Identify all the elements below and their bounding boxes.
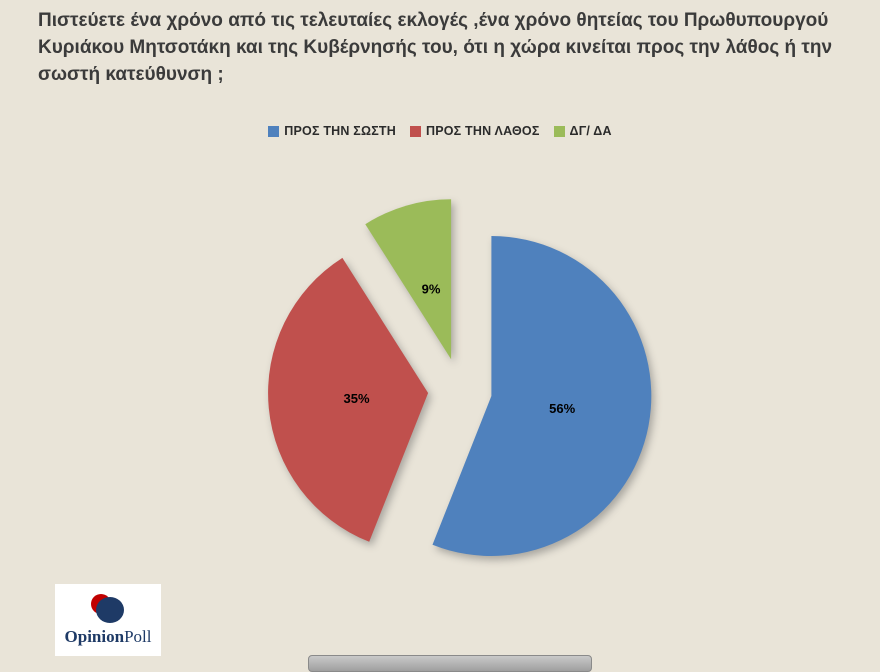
logo-text-poll: Poll (124, 627, 152, 646)
legend-swatch-green-icon (553, 125, 565, 137)
opinionpoll-logo: OpinionPoll (55, 584, 161, 656)
pie-slice-value-label-1: 56% (549, 401, 575, 416)
pie-slice-3 (365, 199, 452, 360)
pie-slice-value-label-2: 35% (343, 391, 369, 406)
pie-slice-value-label-3: 9% (422, 282, 441, 297)
opinionpoll-logo-icon (91, 594, 124, 623)
legend-label-right-direction: ΠΡΟΣ ΤΗΝ ΣΩΣΤΗ (284, 124, 396, 138)
legend-label-dont-know: ΔΓ/ ΔΑ (569, 124, 612, 138)
pie-slice-1 (432, 236, 652, 556)
opinionpoll-logo-text: OpinionPoll (65, 627, 152, 647)
legend-label-wrong-direction: ΠΡΟΣ ΤΗΝ ΛΑΘΟΣ (425, 124, 540, 138)
legend-item-dont-know: ΔΓ/ ΔΑ (553, 124, 612, 138)
legend-item-wrong-direction: ΠΡΟΣ ΤΗΝ ΛΑΘΟΣ (409, 124, 540, 138)
logo-text-opinion: Opinion (64, 627, 125, 646)
pie-slice-2 (268, 257, 429, 542)
bottom-scrollbar-thumb[interactable] (308, 655, 592, 672)
legend-item-right-direction: ΠΡΟΣ ΤΗΝ ΣΩΣΤΗ (268, 124, 396, 138)
chart-legend: ΠΡΟΣ ΤΗΝ ΣΩΣΤΗ ΠΡΟΣ ΤΗΝ ΛΑΘΟΣ ΔΓ/ ΔΑ (0, 124, 880, 138)
legend-swatch-blue-icon (268, 125, 280, 137)
legend-swatch-red-icon (409, 125, 421, 137)
poll-question-title: Πιστεύετε ένα χρόνο από τις τελευταίες ε… (38, 10, 833, 85)
